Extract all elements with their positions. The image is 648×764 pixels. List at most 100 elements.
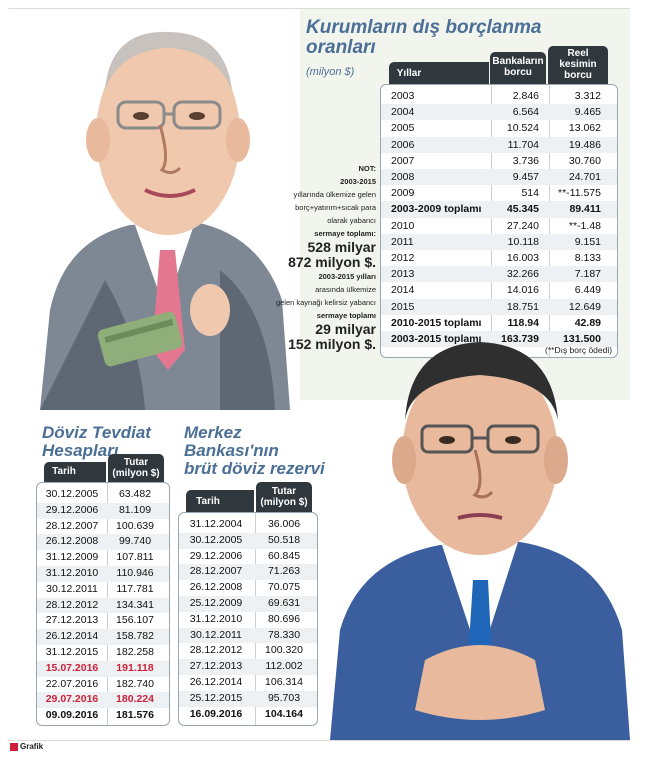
- debt-cell-real: 19.486: [568, 138, 601, 151]
- debt-cell-year: 2007: [391, 154, 415, 167]
- res-row: 28.12.2012 100.320: [179, 643, 317, 659]
- res-cell-value: 104.164: [265, 707, 303, 720]
- fx-row: 27.12.2013 156.107: [37, 613, 169, 629]
- fx-cell-date: 22.07.2016: [45, 677, 99, 690]
- fx-cell-value: 191.118: [116, 661, 154, 674]
- debt-cell-real: 42.89: [574, 316, 601, 329]
- debt-row: 2004 6.564 9.465: [381, 104, 617, 121]
- fx-cell-value: 134.341: [116, 598, 154, 611]
- res-cell-date: 29.12.2006: [189, 549, 243, 562]
- note-line5: sermaye toplamı:: [314, 229, 376, 238]
- res-cell-date: 25.12.2009: [189, 597, 243, 609]
- fx-cell-date: 27.12.2013: [45, 614, 99, 627]
- fx-row: 31.12.2009 107.811: [37, 550, 169, 566]
- debt-cell-year: 2003: [391, 90, 415, 102]
- debt-cell-real: 6.449: [574, 284, 601, 297]
- debt-cell-bank: 32.266: [506, 268, 539, 281]
- debt-cell-real: 8.133: [574, 252, 601, 264]
- debt-cell-year: 2015: [391, 300, 415, 313]
- res-row: 26.12.2008 70.075: [179, 580, 317, 596]
- external-debt-title-line1: Kurumların dış borçlanma: [306, 17, 542, 38]
- frame-bottom: [8, 740, 630, 741]
- reserves-title-line2: Bankası'nın: [184, 440, 279, 460]
- res-row: 30.12.2005 50.518: [179, 532, 317, 549]
- debt-row: 2006 11.704 19.486: [381, 136, 617, 153]
- debt-cell-real: **-1.48: [568, 219, 601, 232]
- fx-header-date-cell: [44, 462, 106, 482]
- debt-row: 2003-2015 toplamı 163.739 131.500: [381, 331, 617, 348]
- note-big3: 29 milyar: [315, 321, 376, 337]
- debt-row: 2009 514 **-11.575: [381, 185, 617, 201]
- debt-cell-year: 2011: [391, 235, 414, 248]
- external-debt-title-line2: oranları: [306, 36, 376, 58]
- res-row: 26.12.2014 106.314: [179, 675, 317, 691]
- debt-row: 2011 10.118 9.151: [381, 233, 617, 250]
- res-row: 28.12.2007 71.263: [179, 564, 317, 581]
- fx-row: 29.07.2016 180.224: [37, 692, 169, 709]
- note-line8: gelen kaynağı kelirsiz yabancı: [275, 298, 376, 307]
- fx-cell-value: 110.946: [116, 567, 154, 579]
- res-cell-date: 26.12.2014: [189, 676, 243, 688]
- fx-row: 26.12.2008 99.740: [37, 534, 169, 551]
- res-row: 29.12.2006 60.845: [179, 549, 317, 565]
- fx-cell-date: 29.12.2006: [45, 503, 99, 516]
- debt-cell-bank: 10.524: [506, 122, 539, 135]
- debt-cell-real: 24.701: [568, 171, 601, 183]
- debt-cell-year: 2008: [391, 171, 415, 183]
- note-big4: 152 milyon $.: [288, 336, 376, 352]
- caricature-man-blue-suit: [330, 342, 630, 740]
- fx-deposits-title-line1: Döviz Tevdiat: [42, 423, 151, 442]
- fx-cell-date: 29.07.2016: [45, 693, 99, 706]
- debt-cell-bank: 3.736: [512, 154, 539, 167]
- debt-cell-bank: 118.94: [507, 316, 539, 329]
- debt-cell-bank: 14.016: [506, 284, 539, 297]
- fx-row: 28.12.2007 100.639: [37, 519, 169, 535]
- debt-column-divider: [549, 85, 550, 357]
- note-line1: 2003-2015: [340, 177, 376, 186]
- debt-header-years-cell: [389, 62, 489, 84]
- debt-row: 2010 27.240 **-1.48: [381, 218, 617, 234]
- debt-cell-real: 7.187: [574, 268, 601, 281]
- res-cell-value: 60.845: [267, 549, 301, 562]
- debt-cell-year: 2003-2015 toplamı: [391, 333, 482, 345]
- debt-cell-real: 89.411: [569, 203, 601, 216]
- reserves-title: Merkez Bankası'nın brüt döviz rezervi: [184, 424, 325, 478]
- res-cell-value: 100.320: [265, 644, 303, 657]
- debt-cell-bank: 10.118: [507, 235, 539, 248]
- fx-cell-date: 31.12.2009: [45, 551, 99, 564]
- fx-cell-date: 15.07.2016: [45, 661, 99, 674]
- reserves-title-line1: Merkez: [184, 423, 242, 442]
- fx-cell-date: 09.09.2016: [45, 709, 99, 722]
- fx-row: 09.09.2016 181.576: [37, 708, 169, 724]
- logo-mark-icon: [10, 742, 18, 751]
- reserves-table: 31.12.2004 36.006 30.12.2005 50.518 29.12.20…: [178, 512, 318, 726]
- debt-cell-year: 2014: [391, 284, 415, 297]
- debt-cell-real: 9.465: [574, 106, 601, 119]
- note-big2: 872 milyon $.: [288, 254, 376, 270]
- fx-cell-value: 99.740: [118, 535, 152, 548]
- fx-deposits-table: 30.12.2005 63.482 29.12.2006 81.109 28.12.20…: [36, 482, 170, 726]
- fx-row: 26.12.2014 158.782: [37, 629, 169, 645]
- debt-cell-year: 2009: [391, 187, 415, 200]
- note-line3: borç+yatırım+sıcak para: [295, 203, 376, 212]
- debt-cell-bank: 2.846: [512, 90, 539, 102]
- debt-cell-bank: 27.240: [506, 219, 539, 232]
- res-cell-value: 78.330: [267, 628, 301, 641]
- res-cell-value: 80.696: [267, 612, 301, 625]
- grafik-logo: Grafik: [10, 742, 43, 751]
- debt-cell-bank: 45.345: [506, 203, 539, 216]
- debt-cell-year: 2010: [391, 219, 415, 232]
- debt-cell-real: 3.312: [574, 90, 601, 102]
- debt-cell-real: 9.151: [574, 235, 601, 248]
- note-block: NOT: 2003-2015 yıllarında ülkemize gelen…: [250, 162, 376, 352]
- res-cell-date: 31.12.2010: [189, 612, 243, 625]
- res-header-value-cell: [256, 482, 312, 512]
- res-cell-value: 106.314: [265, 676, 303, 688]
- note-line9: sermaye toplamı: [316, 311, 376, 320]
- res-cell-date: 28.12.2007: [189, 565, 243, 578]
- note-line2: yıllarında ülkemize gelen: [293, 190, 376, 199]
- fx-cell-value: 156.107: [116, 614, 154, 627]
- fx-cell-value: 182.740: [116, 677, 154, 690]
- res-cell-value: 36.006: [267, 518, 301, 530]
- fx-cell-value: 158.782: [116, 630, 154, 643]
